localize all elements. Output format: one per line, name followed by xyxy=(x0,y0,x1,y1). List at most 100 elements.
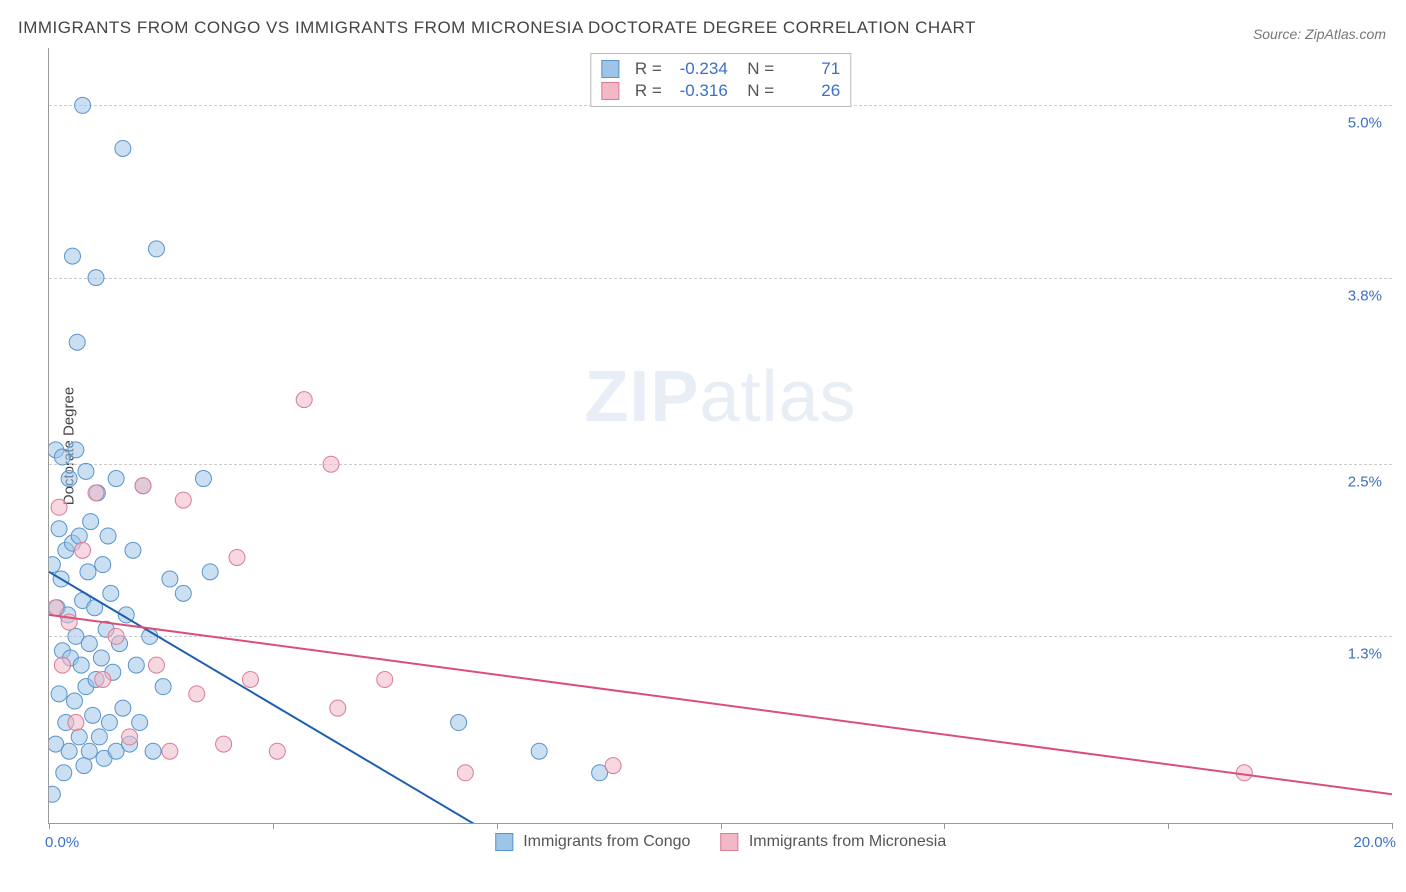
x-tick xyxy=(1168,823,1169,829)
data-point-micronesia xyxy=(377,671,393,687)
data-point-congo xyxy=(85,707,101,723)
data-point-micronesia xyxy=(51,499,67,515)
data-point-micronesia xyxy=(330,700,346,716)
data-point-micronesia xyxy=(54,657,70,673)
data-point-congo xyxy=(101,715,117,731)
data-point-congo xyxy=(78,463,94,479)
data-point-congo xyxy=(155,679,171,695)
data-point-congo xyxy=(202,564,218,580)
data-point-congo xyxy=(108,471,124,487)
legend-r-congo: -0.234 xyxy=(672,59,728,79)
data-point-congo xyxy=(95,557,111,573)
axis-legend-congo-label: Immigrants from Congo xyxy=(523,833,690,850)
data-point-congo xyxy=(93,650,109,666)
data-point-congo xyxy=(71,528,87,544)
data-point-micronesia xyxy=(135,478,151,494)
data-point-congo xyxy=(44,557,60,573)
data-point-congo xyxy=(76,758,92,774)
x-tick xyxy=(721,823,722,829)
data-point-congo xyxy=(61,743,77,759)
data-point-micronesia xyxy=(162,743,178,759)
data-point-congo xyxy=(65,248,81,264)
x-tick xyxy=(49,823,50,829)
scatter-svg xyxy=(49,48,1392,823)
data-point-micronesia xyxy=(296,392,312,408)
data-point-micronesia xyxy=(88,485,104,501)
plot-area: ZIPatlas 1.3%2.5%3.8%5.0% R = -0.234 N =… xyxy=(48,48,1392,824)
data-point-congo xyxy=(128,657,144,673)
legend-r-label: R = xyxy=(635,59,662,79)
data-point-congo xyxy=(91,729,107,745)
data-point-micronesia xyxy=(68,715,84,731)
axis-legend-micronesia: Immigrants from Micronesia xyxy=(720,833,946,851)
correlation-legend: R = -0.234 N = 71 R = -0.316 N = 26 xyxy=(590,53,851,107)
data-point-congo xyxy=(80,564,96,580)
data-point-micronesia xyxy=(108,628,124,644)
data-point-congo xyxy=(83,514,99,530)
data-point-micronesia xyxy=(605,758,621,774)
legend-n-label: N = xyxy=(738,59,774,79)
data-point-congo xyxy=(61,471,77,487)
data-point-congo xyxy=(115,700,131,716)
trend-line-micronesia xyxy=(49,615,1392,794)
data-point-congo xyxy=(132,715,148,731)
data-point-congo xyxy=(125,542,141,558)
data-point-congo xyxy=(175,585,191,601)
data-point-congo xyxy=(51,521,67,537)
legend-row-congo: R = -0.234 N = 71 xyxy=(601,58,840,80)
swatch-congo xyxy=(601,60,619,78)
data-point-congo xyxy=(71,729,87,745)
x-tick xyxy=(273,823,274,829)
legend-n-micronesia: 26 xyxy=(784,81,840,101)
data-point-congo xyxy=(162,571,178,587)
x-max-label: 20.0% xyxy=(1353,834,1396,851)
data-point-micronesia xyxy=(242,671,258,687)
data-point-micronesia xyxy=(148,657,164,673)
data-point-congo xyxy=(195,471,211,487)
legend-n-congo: 71 xyxy=(784,59,840,79)
legend-r-micronesia: -0.316 xyxy=(672,81,728,101)
data-point-congo xyxy=(81,636,97,652)
x-min-label: 0.0% xyxy=(45,834,79,851)
data-point-congo xyxy=(451,715,467,731)
legend-n-label: N = xyxy=(738,81,774,101)
chart-title: IMMIGRANTS FROM CONGO VS IMMIGRANTS FROM… xyxy=(18,18,976,38)
data-point-congo xyxy=(73,657,89,673)
data-point-congo xyxy=(81,743,97,759)
data-point-micronesia xyxy=(229,549,245,565)
data-point-congo xyxy=(531,743,547,759)
data-point-congo xyxy=(51,686,67,702)
data-point-congo xyxy=(67,693,83,709)
axis-legend-congo: Immigrants from Congo xyxy=(495,833,691,851)
data-point-congo xyxy=(68,442,84,458)
data-point-micronesia xyxy=(48,600,64,616)
data-point-micronesia xyxy=(95,671,111,687)
data-point-congo xyxy=(75,97,91,113)
data-point-micronesia xyxy=(122,729,138,745)
data-point-congo xyxy=(44,786,60,802)
data-point-micronesia xyxy=(269,743,285,759)
data-point-micronesia xyxy=(75,542,91,558)
x-tick xyxy=(497,823,498,829)
data-point-micronesia xyxy=(457,765,473,781)
data-point-micronesia xyxy=(189,686,205,702)
x-tick xyxy=(1392,823,1393,829)
data-point-micronesia xyxy=(323,456,339,472)
data-point-congo xyxy=(100,528,116,544)
data-point-micronesia xyxy=(216,736,232,752)
swatch-micronesia-icon xyxy=(720,833,738,851)
legend-r-label: R = xyxy=(635,81,662,101)
data-point-congo xyxy=(148,241,164,257)
swatch-micronesia xyxy=(601,82,619,100)
data-point-micronesia xyxy=(175,492,191,508)
legend-row-micronesia: R = -0.316 N = 26 xyxy=(601,80,840,102)
data-point-micronesia xyxy=(1236,765,1252,781)
axis-legend-micronesia-label: Immigrants from Micronesia xyxy=(749,833,946,850)
data-point-congo xyxy=(103,585,119,601)
data-point-congo xyxy=(115,140,131,156)
data-point-congo xyxy=(56,765,72,781)
x-tick xyxy=(944,823,945,829)
swatch-congo-icon xyxy=(495,833,513,851)
axis-legend: Immigrants from Congo Immigrants from Mi… xyxy=(495,833,946,851)
source-label: Source: ZipAtlas.com xyxy=(1253,26,1386,42)
